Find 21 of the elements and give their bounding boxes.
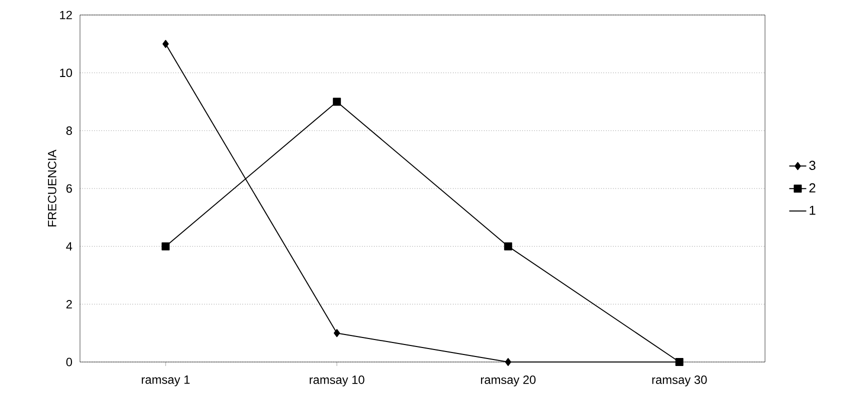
y-tick-label: 2 xyxy=(66,300,72,308)
point xyxy=(162,40,169,48)
point xyxy=(334,329,340,338)
point xyxy=(504,242,512,250)
y-tick-label: 0 xyxy=(66,358,72,366)
legend-label: 1 xyxy=(810,206,816,215)
x-tick-label: ramsay 1 xyxy=(142,376,190,386)
point xyxy=(332,98,341,106)
y-tick-label: 8 xyxy=(66,126,72,135)
x-tick-label: ramsay 10 xyxy=(310,376,364,386)
y-axis-title: FRECUENCIA xyxy=(48,150,56,226)
legend-label: 3 xyxy=(809,160,816,170)
y-tick-label: 12 xyxy=(60,10,72,20)
y-tick-label: 10 xyxy=(60,68,72,78)
x-tick-label: ramsay 20 xyxy=(481,376,536,386)
point xyxy=(162,242,170,250)
x-tick-label: ramsay 30 xyxy=(652,376,707,386)
y-tick-label: 6 xyxy=(66,184,72,193)
legend-label: 2 xyxy=(809,183,816,192)
y-tick-label: 4 xyxy=(66,242,72,250)
point xyxy=(505,358,512,366)
